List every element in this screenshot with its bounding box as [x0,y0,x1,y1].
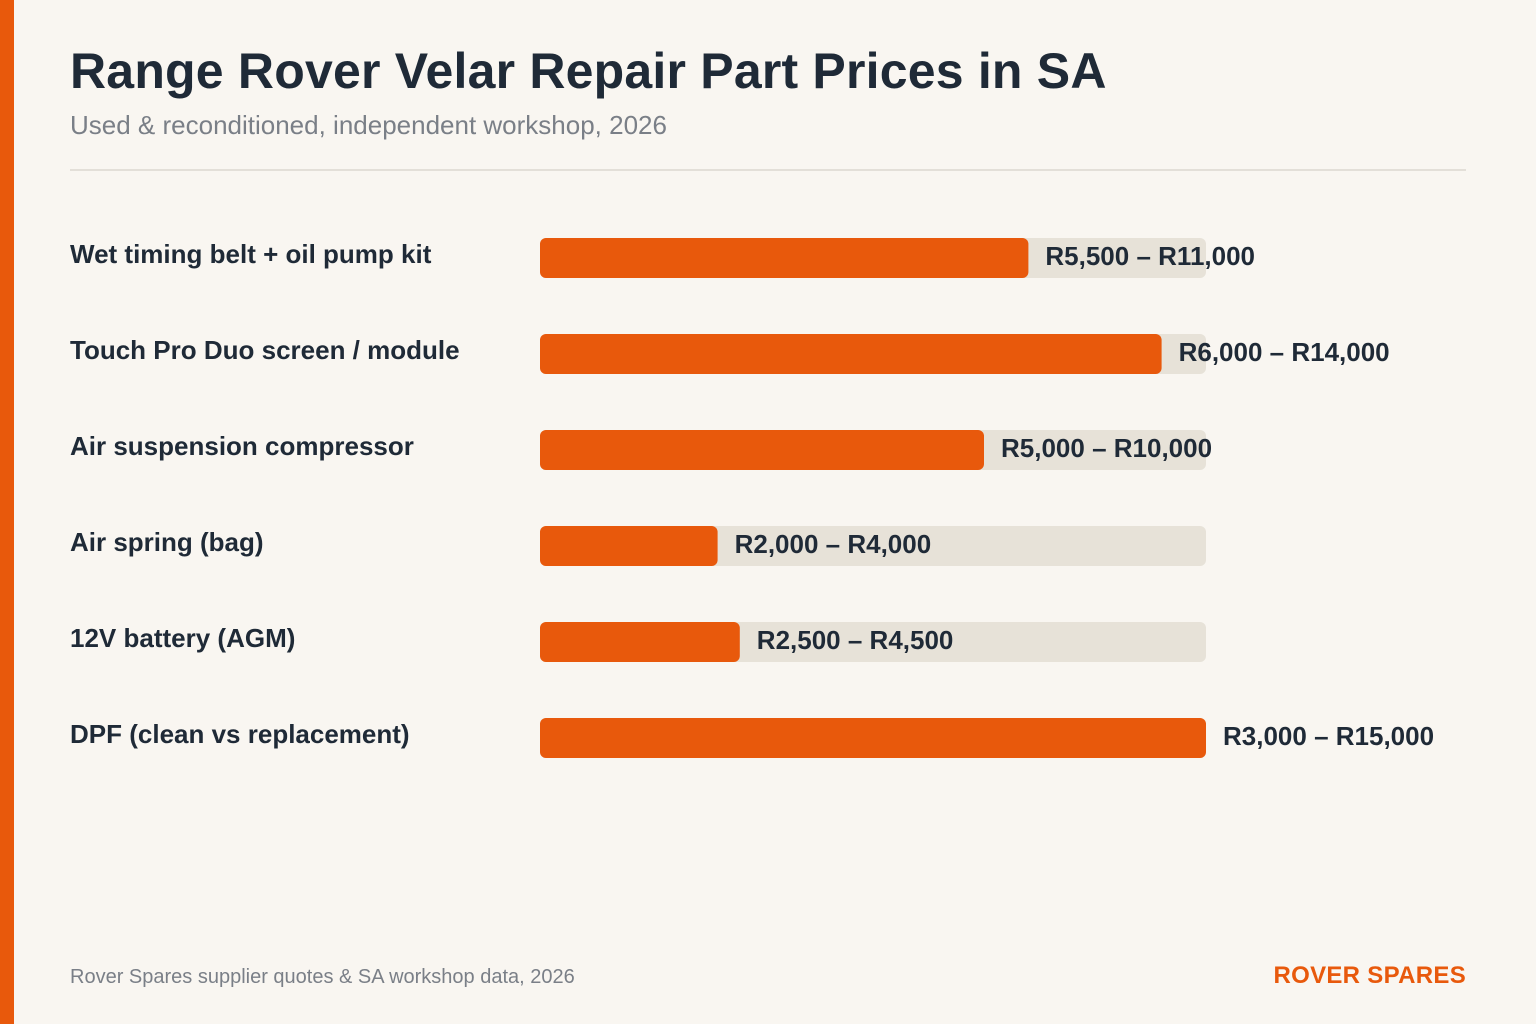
source-note: Rover Spares supplier quotes & SA worksh… [70,966,575,988]
brand-logo: ROVER SPARES [1273,962,1466,989]
category-label: 12V battery (AGM) [70,623,295,653]
bar-row: DPF (clean vs replacement) R3,000 – R15,0… [70,718,1434,758]
category-label: Touch Pro Duo screen / module [70,335,460,365]
bar-row: Touch Pro Duo screen / module R6,000 – R1… [70,334,1390,374]
header-divider [70,169,1466,171]
value-label: R2,000 – R4,000 [735,529,932,559]
chart-title: Range Rover Velar Repair Part Prices in … [70,43,1107,99]
value-label: R5,500 – R11,000 [1045,241,1255,271]
bar-fill [540,718,1206,758]
value-label: R6,000 – R14,000 [1179,337,1390,367]
chart-subtitle: Used & reconditioned, independent worksh… [70,110,667,140]
category-label: Air suspension compressor [70,431,414,461]
bar-fill [540,238,1029,278]
value-label: R2,500 – R4,500 [757,625,954,655]
accent-stripe [0,0,14,1024]
value-label: R5,000 – R10,000 [1001,433,1212,463]
bar-row: Air suspension compressor R5,000 – R10,00… [70,430,1212,470]
bar-fill [540,334,1162,374]
category-label: Air spring (bag) [70,527,264,557]
category-label: Wet timing belt + oil pump kit [70,239,432,269]
bar-fill [540,622,740,662]
bar-row: Air spring (bag) R2,000 – R4,000 [70,526,1206,566]
value-label: R3,000 – R15,000 [1223,721,1434,751]
bar-row: 12V battery (AGM) R2,500 – R4,500 [70,622,1206,662]
category-label: DPF (clean vs replacement) [70,719,410,749]
bar-fill [540,526,718,566]
bar-row: Wet timing belt + oil pump kit R5,500 – R… [70,238,1255,278]
bar-fill [540,430,984,470]
